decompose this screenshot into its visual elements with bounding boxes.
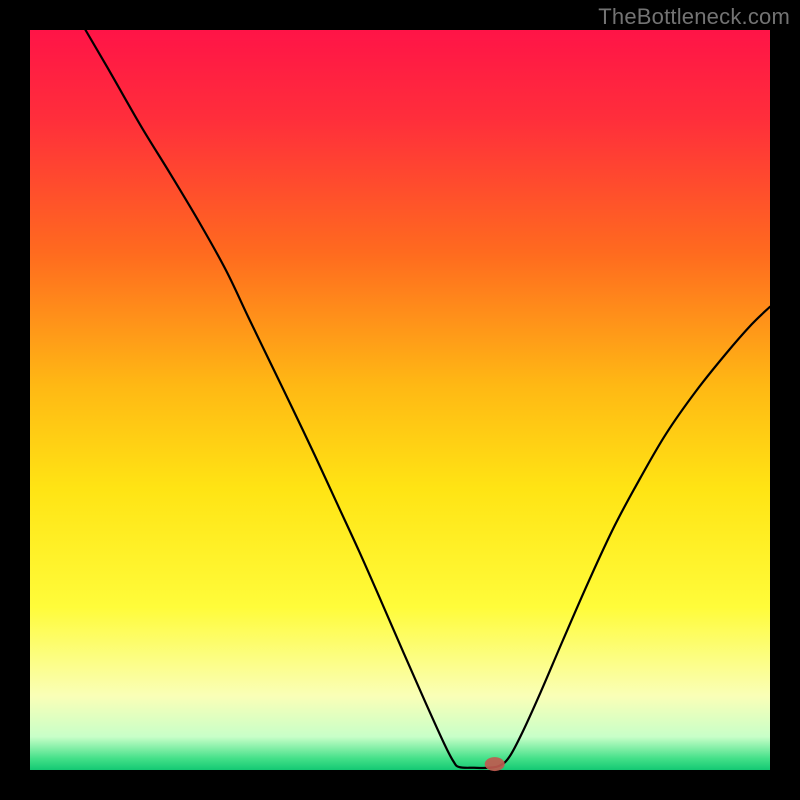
chart-container: TheBottleneck.com [0,0,800,800]
watermark-text: TheBottleneck.com [598,4,790,30]
optimal-point-marker [485,757,505,771]
chart-svg [0,0,800,800]
gradient-background [30,30,770,770]
